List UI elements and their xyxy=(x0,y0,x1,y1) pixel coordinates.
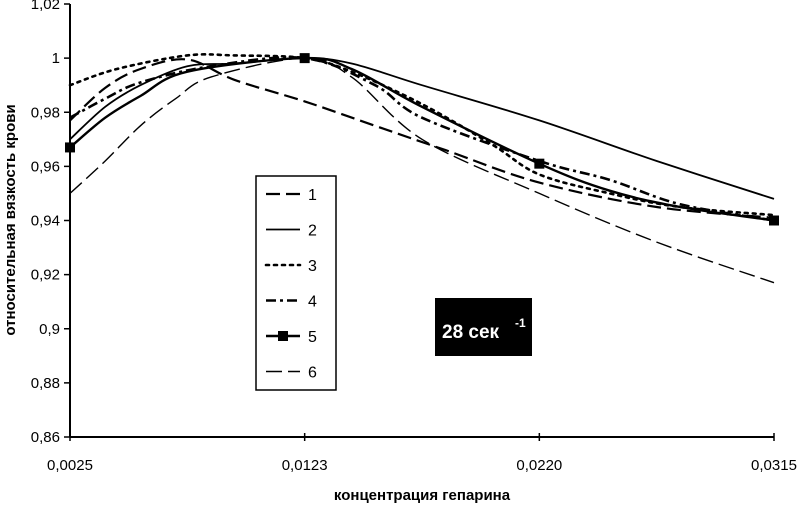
y-tick-label: 0,9 xyxy=(39,321,60,338)
shear-rate-badge: 28 сек -1 xyxy=(435,298,532,356)
legend-label-3: 3 xyxy=(308,258,317,275)
series-line-4 xyxy=(69,56,775,222)
series-line-1 xyxy=(69,58,775,219)
shear-rate-label: 28 сек xyxy=(442,322,500,343)
legend-label-1: 1 xyxy=(308,187,317,204)
y-tick-label: 0,94 xyxy=(31,213,60,230)
x-tick-group: 0,0025 0,0123 0,0220 0,0315 xyxy=(47,433,797,474)
x-tick-label: 0,0220 xyxy=(516,457,562,474)
series-line-6 xyxy=(69,57,775,284)
legend-marker-5 xyxy=(278,331,288,341)
y-tick-label: 1 xyxy=(52,50,60,67)
x-tick-label: 0,0315 xyxy=(751,457,797,474)
legend-label-6: 6 xyxy=(308,365,317,382)
legend-items: 1 2 3 4 5 6 xyxy=(264,187,317,382)
y-tick-group: 0,86 0,88 0,9 0,92 0,94 0,96 0,98 1 1,02 xyxy=(31,0,70,446)
y-tick-label: 0,98 xyxy=(31,104,60,121)
series-marker-5 xyxy=(769,215,779,226)
series-line-5 xyxy=(69,56,775,222)
shear-rate-badge-bg xyxy=(435,298,532,356)
x-tick-label: 0,0123 xyxy=(282,457,328,474)
legend-label-4: 4 xyxy=(308,294,317,311)
series-marker-5 xyxy=(534,158,545,169)
plot-area xyxy=(65,53,779,284)
y-tick-label: 1,02 xyxy=(31,0,60,13)
legend: 1 2 3 4 5 6 xyxy=(255,175,337,391)
legend-label-5: 5 xyxy=(308,329,317,346)
series-line-3 xyxy=(68,53,776,217)
y-tick-label: 0,96 xyxy=(31,158,60,175)
y-tick-label: 0,86 xyxy=(31,429,60,446)
y-tick-label: 0,92 xyxy=(31,267,60,284)
shear-rate-superscript: -1 xyxy=(515,316,526,330)
y-axis-title: относительная вязкость крови xyxy=(2,104,19,335)
legend-label-2: 2 xyxy=(308,223,317,240)
x-tick-label: 0,0025 xyxy=(47,457,93,474)
series-line-2 xyxy=(69,57,775,200)
series-marker-5 xyxy=(65,142,75,153)
y-tick-label: 0,88 xyxy=(31,375,60,392)
x-axis-title: концентрация гепарина xyxy=(334,487,511,504)
legend-frame xyxy=(255,175,337,391)
